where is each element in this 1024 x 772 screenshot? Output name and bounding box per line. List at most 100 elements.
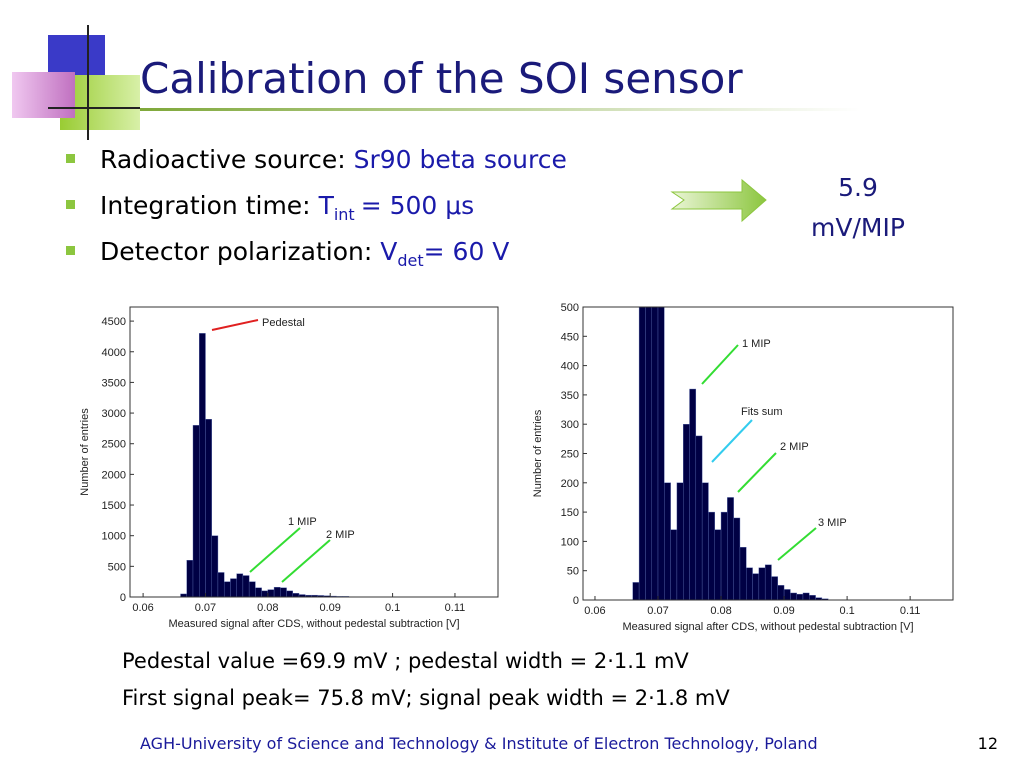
bar	[677, 483, 683, 600]
arrow	[672, 180, 766, 221]
y-tick-label: 350	[561, 390, 579, 402]
bar	[671, 530, 677, 600]
bar	[652, 307, 658, 600]
bar	[218, 572, 224, 597]
x-tick-label: 0.08	[257, 602, 278, 614]
x-tick-label: 0.11	[445, 602, 466, 614]
y-tick-label: 0	[120, 592, 126, 604]
y-tick-label: 400	[561, 361, 579, 373]
bullet: Radioactive source: Sr90 beta source	[100, 145, 567, 174]
x-tick-label: 0.09	[773, 605, 794, 617]
x-tick-label: 0.09	[320, 602, 341, 614]
bar	[255, 588, 261, 597]
y-tick-label: 500	[108, 561, 126, 573]
x-tick-label: 0.06	[584, 605, 605, 617]
title: Calibration of the SOI sensor	[140, 54, 743, 103]
bar	[249, 582, 255, 597]
bar	[645, 307, 651, 600]
bullet-label: Detector polarization:	[100, 237, 372, 266]
bar	[797, 594, 803, 600]
annotation: 3 MIP	[818, 517, 847, 529]
bar	[690, 389, 696, 600]
x-tick-label: 0.08	[710, 605, 731, 617]
bar	[790, 593, 796, 600]
y-tick-label: 500	[561, 302, 579, 314]
bar	[224, 582, 230, 597]
bar	[778, 585, 784, 600]
y-axis-label: Number of entries	[79, 408, 91, 496]
bar	[287, 591, 293, 597]
y-tick-label: 250	[561, 449, 579, 461]
bar	[187, 560, 193, 597]
chart: 0500100015002000250030003500400045000.06…	[72, 298, 504, 638]
bar	[243, 576, 249, 597]
bullet-value: V	[380, 237, 397, 266]
annotation: 1 MIP	[288, 516, 317, 528]
y-axis-label: Number of entries	[532, 409, 544, 497]
bar	[262, 591, 268, 597]
subscript: int	[334, 205, 355, 224]
bar	[633, 582, 639, 600]
annotation: 1 MIP	[742, 338, 771, 350]
bar	[237, 574, 243, 597]
caption: First signal peak= 75.8 mV; signal peak …	[122, 686, 730, 710]
bar	[193, 425, 199, 597]
bullet: Detector polarization: Vdet= 60 V	[100, 237, 509, 270]
bullet-label: Integration time:	[100, 191, 311, 220]
y-tick-label: 450	[561, 331, 579, 343]
bar	[199, 333, 205, 597]
y-tick-label: 2000	[102, 469, 126, 481]
x-tick-label: 0.07	[195, 602, 216, 614]
y-tick-label: 2500	[102, 439, 126, 451]
y-tick-label: 100	[561, 536, 579, 548]
bar	[683, 424, 689, 600]
bullet-value: T	[318, 191, 335, 220]
y-tick-label: 150	[561, 507, 579, 519]
bar	[765, 565, 771, 600]
bullet: Integration time: Tint= 500 μs	[100, 191, 474, 224]
bullets: Radioactive source: Sr90 beta source Int…	[66, 145, 567, 270]
x-tick-label: 0.1	[385, 602, 400, 614]
x-tick-label: 0.11	[900, 605, 921, 617]
bar	[753, 574, 759, 600]
bar	[708, 512, 714, 600]
bar	[803, 593, 809, 600]
bar	[696, 436, 702, 600]
y-tick-label: 50	[567, 566, 579, 578]
y-tick-label: 1000	[102, 531, 126, 543]
bullet-rest: = 60 V	[424, 237, 510, 266]
bar	[205, 419, 211, 597]
caption: Pedestal value =69.9 mV ; pedestal width…	[122, 649, 689, 673]
x-tick-label: 0.06	[132, 602, 153, 614]
bar	[740, 547, 746, 600]
bar	[746, 568, 752, 600]
page-number: 12	[978, 734, 998, 753]
annotation: Pedestal	[262, 317, 305, 329]
y-tick-label: 0	[573, 595, 579, 607]
bar	[658, 307, 664, 600]
bar	[721, 512, 727, 600]
bullet-label: Radioactive source:	[100, 145, 346, 174]
x-tick-label: 0.1	[839, 605, 854, 617]
bar	[212, 536, 218, 597]
bar	[664, 483, 670, 600]
bar	[784, 589, 790, 600]
annotation: Fits sum	[741, 406, 783, 418]
bar	[727, 497, 733, 600]
footer: AGH-University of Science and Technology…	[140, 734, 818, 753]
bar	[230, 579, 236, 597]
y-tick-label: 4000	[102, 347, 126, 359]
bar	[715, 530, 721, 600]
annotation: 2 MIP	[326, 529, 355, 541]
y-tick-label: 1500	[102, 500, 126, 512]
bullet-value: Sr90 beta source	[354, 145, 567, 174]
bar	[274, 587, 280, 597]
y-tick-label: 3500	[102, 377, 126, 389]
y-tick-label: 4500	[102, 316, 126, 328]
x-axis-label: Measured signal after CDS, without pedes…	[168, 618, 459, 630]
x-tick-label: 0.07	[647, 605, 668, 617]
bar	[268, 590, 274, 597]
bar	[639, 307, 645, 600]
bar	[702, 483, 708, 600]
bar	[771, 577, 777, 600]
